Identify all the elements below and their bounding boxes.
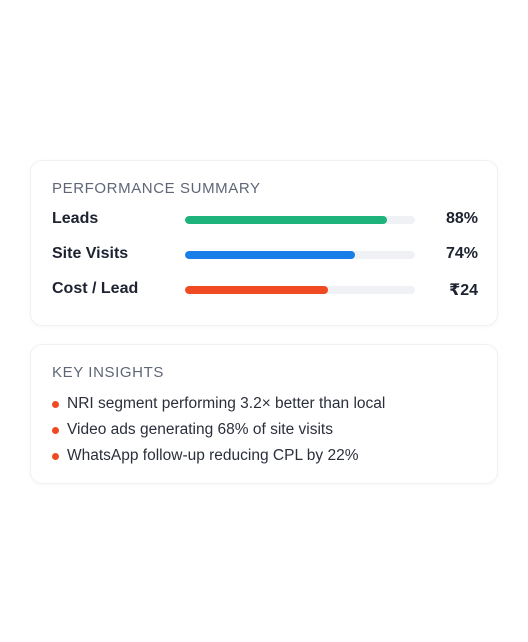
metric-value-leads: 88% <box>445 210 478 227</box>
metric-label-site-visits: Site Visits <box>52 245 129 262</box>
metric-bar-track-leads <box>185 216 415 224</box>
metric-row-leads: Leads 88% <box>52 208 478 232</box>
metric-row-cost-per-lead: Cost / Lead ₹24 <box>52 278 478 302</box>
metric-label-cost-per-lead: Cost / Lead <box>52 280 139 297</box>
metric-value-site-visits: 74% <box>445 245 478 262</box>
insight-item: Video ads generating 68% of site visits <box>52 419 333 441</box>
performance-summary-title: PERFORMANCE SUMMARY <box>52 180 261 197</box>
bullet-dot-icon <box>52 426 59 434</box>
metric-bar-track-site-visits <box>185 251 415 259</box>
metric-bar-fill-cost-per-lead <box>185 286 328 294</box>
metric-label-leads: Leads <box>52 210 99 227</box>
insight-text: WhatsApp follow-up reducing CPL by 22% <box>67 447 359 464</box>
insight-item: NRI segment performing 3.2× better than … <box>52 393 385 415</box>
insight-text: Video ads generating 68% of site visits <box>67 421 333 438</box>
metric-bar-fill-site-visits <box>185 251 356 259</box>
insight-item: WhatsApp follow-up reducing CPL by 22% <box>52 445 359 467</box>
metric-value-cost-per-lead: ₹24 <box>449 282 478 299</box>
metric-bar-fill-leads <box>185 216 388 224</box>
bullet-dot-icon <box>52 452 59 460</box>
key-insights-title: KEY INSIGHTS <box>52 364 164 381</box>
insight-text: NRI segment performing 3.2× better than … <box>67 395 386 412</box>
key-insights-card: KEY INSIGHTS NRI segment performing 3.2×… <box>30 344 498 484</box>
metric-row-site-visits: Site Visits 74% <box>52 243 478 267</box>
bullet-dot-icon <box>52 400 59 408</box>
performance-summary-card: PERFORMANCE SUMMARY Leads 88% Site Visit… <box>30 160 498 326</box>
metric-bar-track-cost-per-lead <box>185 286 415 294</box>
